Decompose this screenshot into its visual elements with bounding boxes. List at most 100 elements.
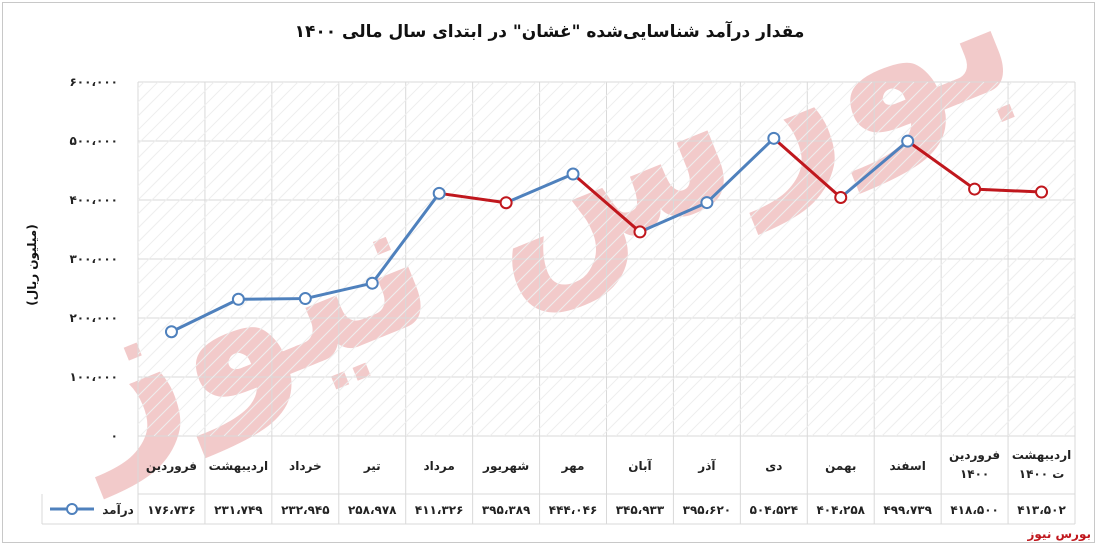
data-table-value: ۴۱۸،۵۰۰ — [950, 503, 999, 517]
x-category-label: شهریور — [482, 459, 529, 474]
x-category-label: فروردین — [949, 448, 1000, 463]
hatch-line — [138, 82, 243, 187]
data-table-value: ۲۳۲،۹۴۵ — [281, 503, 330, 517]
data-point — [164, 325, 178, 339]
data-table-value: ۲۳۱،۷۴۹ — [214, 503, 263, 517]
hatch-line — [138, 82, 467, 411]
hatch-line — [881, 242, 1075, 436]
hatch-line — [699, 82, 1055, 436]
hatch-line — [0, 82, 46, 436]
hatch-line — [811, 172, 1075, 436]
x-category-label: آبان — [628, 458, 652, 473]
hatch-line — [0, 82, 60, 436]
data-table: فروردین ۱۷۶،۷۳۶ اردیبهشت ۲۳۱،۷۴۹ خرداد ۲۳۲،۹۴… — [41, 436, 1076, 525]
y-tick-layer: ۰ ۱۰۰،۰۰۰ ۲۰۰،۰۰۰ ۳۰۰،۰۰۰ ۴۰۰،۰۰۰ ۵۰۰،۰۰۰ ۶۰۰،… — [69, 75, 118, 443]
hatch-line — [138, 82, 439, 383]
hatch-line — [629, 82, 985, 436]
hatch-line — [138, 82, 425, 369]
hatch-line — [0, 82, 18, 436]
x-category-label: ت ۱۴۰۰ — [1019, 467, 1065, 481]
hatch-line — [657, 82, 1013, 436]
hatch-line — [825, 186, 1075, 436]
hatch-line — [138, 82, 453, 397]
series-segment — [504, 172, 575, 205]
data-point — [901, 134, 915, 148]
hatch-line — [138, 82, 481, 425]
data-point — [298, 292, 312, 306]
data-table-value: ۴۴۴،۰۴۶ — [549, 503, 598, 517]
hatch-line — [755, 116, 1075, 436]
hatch-line — [138, 82, 397, 341]
hatch-line — [741, 102, 1075, 436]
y-tick-label: ۰ — [111, 429, 118, 443]
hatch-line — [138, 82, 327, 271]
series-points — [164, 131, 1049, 339]
hatch-line — [138, 82, 285, 229]
data-table-value: ۲۵۸،۹۷۸ — [348, 503, 397, 517]
hatch-line — [349, 82, 705, 436]
hatch-line — [0, 82, 4, 436]
series-segment — [370, 191, 441, 285]
hatch-line — [251, 82, 607, 436]
hatch-line — [237, 82, 593, 436]
hatch-line — [138, 82, 313, 257]
hatch-line — [138, 82, 201, 145]
hatch-line — [181, 82, 537, 436]
x-category-label: ۱۴۰۰ — [960, 467, 989, 481]
hatch-line — [307, 82, 663, 436]
data-point — [365, 276, 379, 290]
hatch-line — [853, 214, 1075, 436]
data-table-value: ۳۹۵،۳۸۹ — [482, 503, 531, 517]
series-segment — [303, 281, 374, 301]
series-segment — [638, 201, 709, 234]
data-point — [566, 167, 580, 181]
legend-label: درآمد — [102, 502, 134, 517]
data-point — [700, 196, 714, 210]
hatch-line — [783, 144, 1075, 436]
series-segment — [437, 191, 508, 205]
hatch-line — [209, 82, 565, 436]
hatch-line — [601, 82, 957, 436]
y-tick-label: ۴۰۰،۰۰۰ — [69, 193, 118, 207]
legend-swatch-marker — [66, 503, 78, 515]
hatch-line — [531, 82, 887, 436]
data-point — [633, 225, 647, 239]
hatch-line — [1007, 368, 1075, 436]
x-category-label: خرداد — [289, 459, 322, 473]
y-tick-label: ۲۰۰،۰۰۰ — [69, 311, 118, 325]
hatch-line — [545, 82, 901, 436]
data-table-value: ۱۷۶،۷۳۶ — [147, 503, 196, 517]
data-table-value: ۵۰۴،۵۲۴ — [750, 503, 799, 517]
hatch-line — [727, 88, 1075, 436]
hatch-line — [433, 82, 789, 436]
hatch-line — [138, 82, 271, 215]
series-segment — [236, 297, 307, 301]
data-table-value: ۴۰۴،۲۵۸ — [816, 503, 865, 517]
hatch-line — [937, 298, 1075, 436]
series-segment — [772, 136, 843, 199]
hatch-line — [489, 82, 845, 436]
hatch-line — [769, 130, 1075, 436]
chart-title: مقدار درآمد شناسایی‌شده "غشان" در ابتدای… — [294, 22, 805, 42]
brand-label: بورس نیوز — [1027, 527, 1091, 541]
hatch-line — [671, 82, 1027, 436]
series-lines — [169, 136, 1044, 334]
x-category-label: بهمن — [825, 459, 856, 473]
hatch-line — [1092, 82, 1099, 436]
y-tick-label: ۳۰۰،۰۰۰ — [69, 252, 118, 266]
data-point — [231, 292, 245, 306]
hatch-line — [419, 82, 775, 436]
hatch-line — [138, 82, 355, 299]
x-category-label: دی — [765, 459, 782, 473]
hatch-line — [265, 82, 621, 436]
hatch-line — [138, 82, 257, 201]
y-tick-label: ۵۰۰،۰۰۰ — [69, 134, 118, 148]
hatch-line — [993, 354, 1075, 436]
hatch-line — [517, 82, 873, 436]
data-table-value: ۴۱۳،۵۰۲ — [1017, 503, 1066, 517]
hatch-line — [321, 82, 677, 436]
series-segment — [705, 136, 776, 205]
x-category-label: فروردین — [146, 459, 197, 474]
series-segment — [973, 187, 1044, 194]
